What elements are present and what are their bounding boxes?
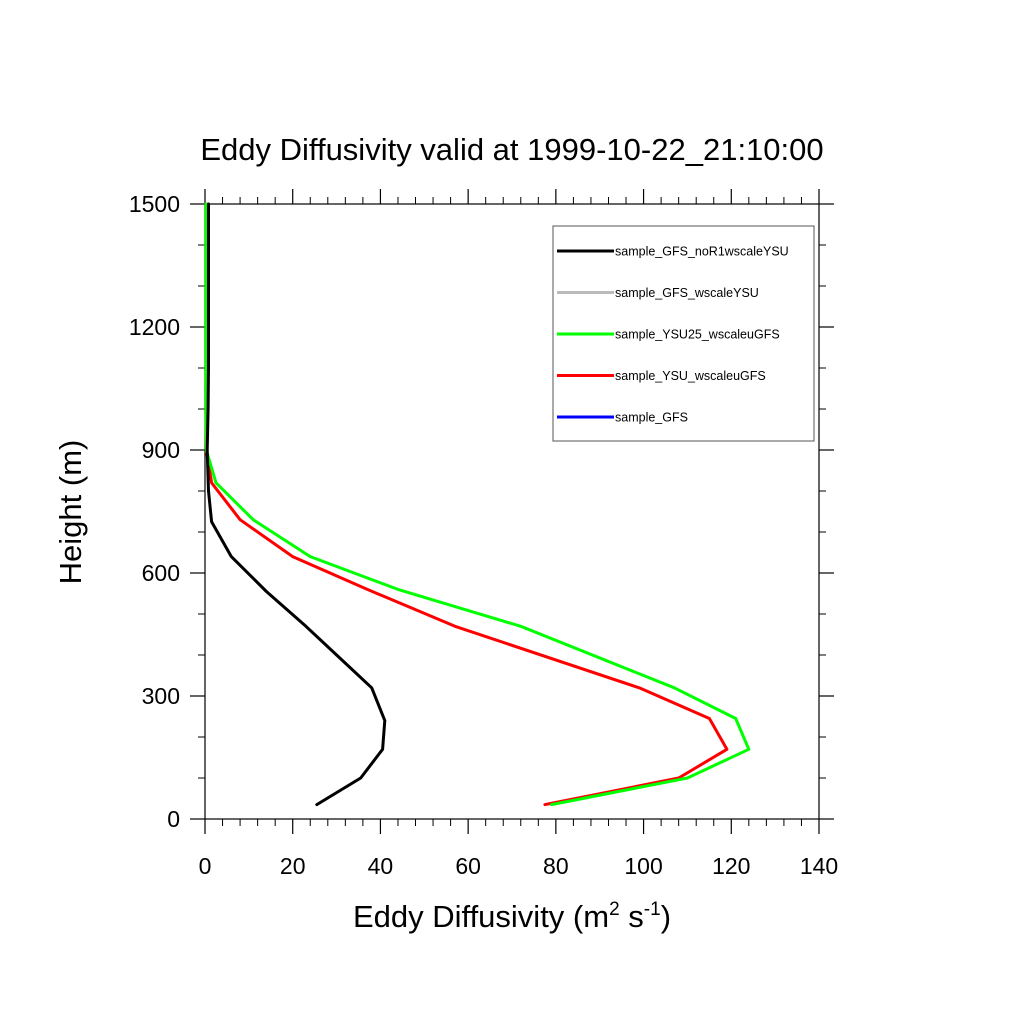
x-tick-label: 20 [280, 853, 306, 879]
legend: sample_GFS_noR1wscaleYSU sample_GFS_wscal… [552, 225, 815, 442]
legend-label: sample_YSU_wscaleuGFS [615, 369, 766, 383]
x-axis-unit-exp2: -1 [644, 899, 661, 920]
x-tick-label: 40 [368, 853, 394, 879]
x-tick-label: 140 [800, 853, 838, 879]
x-axis-unit-exp1: 2 [609, 899, 620, 920]
series-line-sample_YSU25_wscaleuGFS [204, 202, 751, 807]
legend-label: sample_YSU25_wscaleuGFS [615, 328, 780, 342]
x-axis-unit-mid: s [620, 899, 644, 934]
x-tick-label: 60 [455, 853, 481, 879]
chart-title: Eddy Diffusivity valid at 1999-10-22_21:… [200, 132, 823, 167]
series-line-sample_GFS_noR1wscaleYSU [205, 202, 387, 807]
axis-ticks [190, 189, 834, 834]
y-tick-label: 0 [167, 806, 180, 832]
x-axis-unit-base: m [583, 899, 609, 934]
y-tick-label: 1500 [129, 191, 180, 217]
y-tick-label: 300 [142, 683, 180, 709]
legend-label: sample_GFS_noR1wscaleYSU [615, 245, 789, 259]
x-tick-label: 100 [624, 853, 662, 879]
legend-label: sample_GFS_wscaleYSU [615, 286, 759, 300]
x-axis-label: Eddy Diffusivity (m2 s-1) [353, 899, 671, 934]
y-tick-label: 1200 [129, 314, 180, 340]
x-tick-label: 0 [199, 853, 212, 879]
axis-tick-labels: 0 20 40 60 80 100 120 140 0 300 600 900 1200 1500 [129, 191, 838, 879]
series-layer [204, 202, 751, 807]
plot-frame [204, 203, 820, 820]
legend-label: sample_GFS [615, 411, 688, 425]
x-tick-label: 80 [543, 853, 569, 879]
x-axis-label-text: Eddy Diffusivity [353, 899, 565, 934]
y-tick-label: 600 [142, 560, 180, 586]
y-axis-label: Height (m) [53, 440, 88, 585]
y-tick-label: 900 [142, 437, 180, 463]
x-tick-label: 120 [712, 853, 750, 879]
